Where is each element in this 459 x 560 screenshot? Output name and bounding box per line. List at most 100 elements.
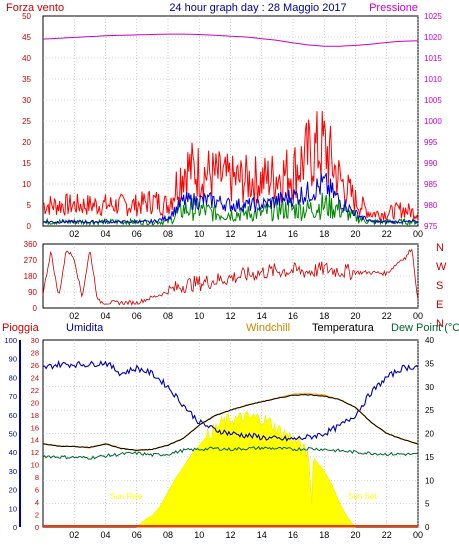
rain-tick-label: 26 xyxy=(31,361,39,370)
temperature-humidity-panel: 0102030405060708090100024681012141618202… xyxy=(4,336,434,540)
x-tick-label: 02 xyxy=(69,229,79,239)
compass-label: S xyxy=(436,280,443,292)
text-labels: Forza vento 24 hour graph day : 28 Maggi… xyxy=(2,2,459,501)
y-left-tick-label: 5 xyxy=(27,201,32,210)
compass-label: N xyxy=(436,242,444,254)
y-left-tick-label: 50 xyxy=(22,12,31,21)
temperature-tick-label: 0 xyxy=(425,523,430,532)
rain-tick-label: 22 xyxy=(31,386,39,395)
series-layer xyxy=(42,248,419,307)
x-tick-label: 16 xyxy=(288,530,298,540)
rain-tick-label: 18 xyxy=(31,411,39,420)
temperature-label: Temperatura xyxy=(312,322,375,334)
x-tick-label: 02 xyxy=(69,530,79,540)
rain-tick-label: 4 xyxy=(35,498,39,507)
humidity-tick-label: 40 xyxy=(9,448,17,457)
y-right-tick-label: 1020 xyxy=(424,33,442,42)
solar-radiation-area xyxy=(136,411,357,528)
chart-title: 24 hour graph day : 28 Maggio 2017 xyxy=(169,2,346,14)
y-left-tick-label: 180 xyxy=(24,272,38,281)
y-right-tick-label: 995 xyxy=(424,138,438,147)
x-tick-label: 18 xyxy=(319,530,329,540)
x-tick-label: 10 xyxy=(194,311,204,321)
x-tick-label: 18 xyxy=(319,229,329,239)
temperature-tick-label: 40 xyxy=(425,336,434,345)
wind-axis-label: Forza vento xyxy=(6,2,64,14)
wind-gust-line xyxy=(42,110,419,222)
y-left-tick-label: 15 xyxy=(22,159,31,168)
y-right-tick-label: 980 xyxy=(424,201,438,210)
rain-tick-label: 0 xyxy=(35,523,39,532)
windchill-label: Windchill xyxy=(246,322,290,334)
x-tick-label: 10 xyxy=(194,530,204,540)
x-tick-label: 18 xyxy=(319,311,329,321)
x-tick-label: 20 xyxy=(350,530,360,540)
humidity-tick-label: 30 xyxy=(9,467,17,476)
y-right-tick-label: 1010 xyxy=(424,75,442,84)
y-right-tick-label: 1000 xyxy=(424,117,442,126)
y-left-tick-label: 90 xyxy=(28,288,37,297)
x-tick-label: 08 xyxy=(163,229,173,239)
humidity-line xyxy=(42,359,419,442)
temperature-tick-label: 15 xyxy=(425,453,434,462)
rain-tick-label: 12 xyxy=(31,448,39,457)
humidity-label: Umidita xyxy=(66,322,104,334)
y-left-tick-label: 30 xyxy=(22,96,31,105)
rain-tick-label: 16 xyxy=(31,423,39,432)
temperature-tick-label: 35 xyxy=(425,359,434,368)
x-tick-label: 22 xyxy=(382,530,392,540)
rain-tick-label: 10 xyxy=(31,461,39,470)
y-left-tick-label: 10 xyxy=(22,180,31,189)
pressure-axis-label: Pressione xyxy=(369,2,418,14)
y-left-tick-label: 0 xyxy=(27,222,32,231)
rain-tick-label: 24 xyxy=(31,373,39,382)
temperature-tick-label: 25 xyxy=(425,406,434,415)
x-tick-label: 22 xyxy=(382,311,392,321)
x-tick-label: 04 xyxy=(100,311,110,321)
y-right-tick-label: 1025 xyxy=(424,12,442,21)
x-tick-label: 00 xyxy=(413,530,423,540)
y-right-tick-label: 1005 xyxy=(424,96,442,105)
wind-pressure-panel: 0510152025303540455097598098599099510001… xyxy=(22,12,442,239)
y-right-tick-label: 985 xyxy=(424,180,438,189)
compass-label: E xyxy=(436,299,443,311)
temperature-tick-label: 30 xyxy=(425,383,434,392)
y-right-tick-label: 1015 xyxy=(424,54,442,63)
x-tick-label: 10 xyxy=(194,229,204,239)
y-left-tick-label: 45 xyxy=(22,33,31,42)
x-tick-label: 12 xyxy=(225,229,235,239)
y-left-tick-label: 20 xyxy=(22,138,31,147)
x-tick-label: 04 xyxy=(100,530,110,540)
series-layer xyxy=(42,33,419,227)
y-left-tick-label: 25 xyxy=(22,117,31,126)
x-tick-label: 00 xyxy=(413,229,423,239)
x-tick-label: 20 xyxy=(350,311,360,321)
y-left-tick-label: 360 xyxy=(24,240,38,249)
x-tick-label: 16 xyxy=(288,229,298,239)
grid xyxy=(43,244,419,308)
y-right-tick-label: 975 xyxy=(424,222,438,231)
x-tick-label: 14 xyxy=(257,530,267,540)
x-tick-label: 12 xyxy=(225,530,235,540)
x-tick-label: 00 xyxy=(413,311,423,321)
humidity-tick-label: 10 xyxy=(9,504,17,513)
rain-tick-label: 6 xyxy=(35,486,39,495)
dew-point-label: Dew Point (°C xyxy=(391,322,459,334)
x-tick-label: 08 xyxy=(163,530,173,540)
humidity-tick-label: 90 xyxy=(9,355,17,364)
wind-average-line xyxy=(42,173,419,225)
y-left-tick-label: 270 xyxy=(24,256,38,265)
temperature-tick-label: 20 xyxy=(425,430,434,439)
humidity-tick-label: 60 xyxy=(9,411,17,420)
rain-tick-label: 20 xyxy=(31,398,39,407)
rain-tick-label: 14 xyxy=(31,436,39,445)
compass-label: W xyxy=(436,261,447,273)
humidity-tick-label: 20 xyxy=(9,486,17,495)
x-tick-label: 02 xyxy=(69,311,79,321)
temperature-tick-label: 5 xyxy=(425,500,430,509)
compass-label: N xyxy=(436,318,444,330)
rain-tick-label: 2 xyxy=(35,511,39,520)
axes: 0102030405060708090100024681012141618202… xyxy=(4,336,434,540)
